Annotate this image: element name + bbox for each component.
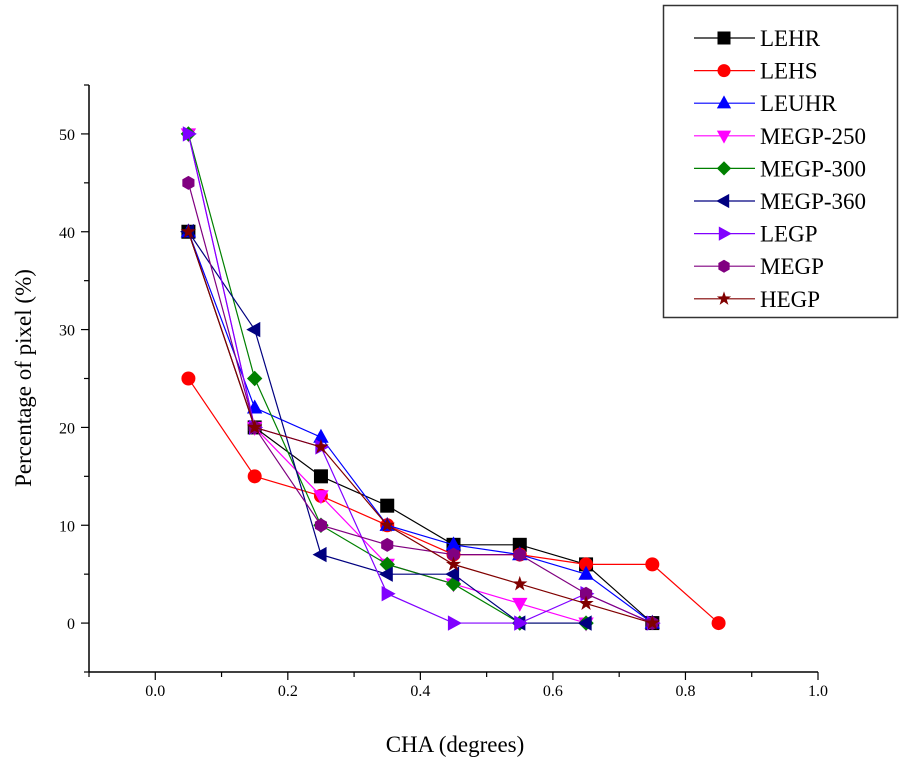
legend-item: LEGP <box>694 222 818 247</box>
data-point <box>512 537 527 552</box>
data-point <box>716 291 732 305</box>
data-point <box>716 193 730 209</box>
y-tick-label: 30 <box>59 323 75 340</box>
legend-label: LEUHR <box>760 91 837 116</box>
data-point <box>246 321 261 338</box>
axes: 0.0 0.2 0.4 0.6 0.8 1.0 0 10 20 30 40 50 <box>59 84 828 700</box>
x-tick-label: 0.4 <box>410 683 430 700</box>
series-group <box>180 126 726 632</box>
data-point <box>716 130 732 144</box>
legend-label: MEGP-250 <box>760 124 866 149</box>
data-point <box>180 223 197 239</box>
x-tick-label: 0.6 <box>543 683 563 700</box>
legend-item: LEHR <box>694 26 821 51</box>
legend-label: LEGP <box>760 222 818 247</box>
data-point <box>313 490 329 505</box>
data-point <box>313 438 329 454</box>
data-point <box>247 469 262 484</box>
x-tick-label: 0.2 <box>278 683 298 700</box>
series-line <box>187 231 653 624</box>
data-point <box>716 95 732 109</box>
data-point <box>514 615 529 631</box>
data-point <box>718 259 730 273</box>
data-point <box>447 547 460 562</box>
y-tick-label: 0 <box>67 616 75 633</box>
data-point <box>379 517 395 532</box>
legend-item: LEUHR <box>694 91 837 116</box>
y-axis-label: Percentage of pixel (%) <box>11 269 36 487</box>
legend-item: MEGP-360 <box>694 189 866 214</box>
legend: LEHR LEHS LEUHR MEGP-250 MEGP-300 MEGP-360 LEG… <box>662 4 899 319</box>
data-point <box>313 469 328 484</box>
data-point <box>578 565 594 580</box>
legend-label: MEGP <box>760 254 824 279</box>
legend-item: HEGP <box>694 287 820 312</box>
x-tick-label: 0.8 <box>675 683 695 700</box>
x-tick-label: 0.0 <box>145 683 165 700</box>
data-point <box>512 597 528 612</box>
legend-box <box>662 4 899 319</box>
data-point <box>717 64 731 78</box>
data-point <box>445 556 462 571</box>
y-tick-label: 50 <box>59 127 75 144</box>
y-tick-label: 10 <box>59 518 75 535</box>
data-point <box>644 615 660 630</box>
data-point <box>645 557 660 572</box>
data-point <box>247 419 263 434</box>
x-axis-label: CHA (degrees) <box>386 732 525 757</box>
data-point <box>716 161 732 176</box>
data-point <box>447 615 462 631</box>
legend-item: MEGP-300 <box>694 156 866 181</box>
legend-item: LEHS <box>694 59 818 84</box>
series-hegp <box>180 223 660 630</box>
data-point <box>246 370 263 387</box>
data-point <box>513 547 526 562</box>
series-line <box>187 231 653 624</box>
series-line <box>187 231 653 624</box>
data-point <box>579 586 593 601</box>
series-line <box>187 182 653 624</box>
legend-label: LEHR <box>760 26 821 51</box>
data-point <box>711 616 726 631</box>
data-point <box>512 575 528 591</box>
data-point <box>381 586 396 602</box>
y-tick-label: 40 <box>59 225 75 242</box>
series-megp <box>182 175 659 631</box>
data-point <box>579 557 594 572</box>
legend-label: HEGP <box>760 287 820 312</box>
data-point <box>578 595 594 611</box>
data-point <box>718 226 732 241</box>
data-point <box>181 371 196 386</box>
legend-item: MEGP <box>694 254 824 279</box>
data-point <box>381 537 394 552</box>
y-tick-label: 20 <box>59 420 75 437</box>
data-point <box>378 566 393 582</box>
data-point <box>182 175 195 190</box>
data-point <box>313 428 329 443</box>
data-point <box>445 576 462 592</box>
data-point <box>717 31 731 45</box>
legend-label: LEHS <box>760 59 818 84</box>
legend-label: MEGP-300 <box>760 156 866 181</box>
data-point <box>182 126 197 142</box>
x-tick-label: 1.0 <box>808 683 828 700</box>
legend-label: MEGP-360 <box>760 189 866 214</box>
data-point <box>445 536 462 551</box>
data-point <box>312 546 327 563</box>
legend-item: MEGP-250 <box>694 124 866 149</box>
data-point <box>314 518 328 533</box>
data-point <box>577 615 592 631</box>
data-point <box>445 566 460 582</box>
series-megp-300 <box>180 126 594 631</box>
data-point <box>380 498 395 513</box>
